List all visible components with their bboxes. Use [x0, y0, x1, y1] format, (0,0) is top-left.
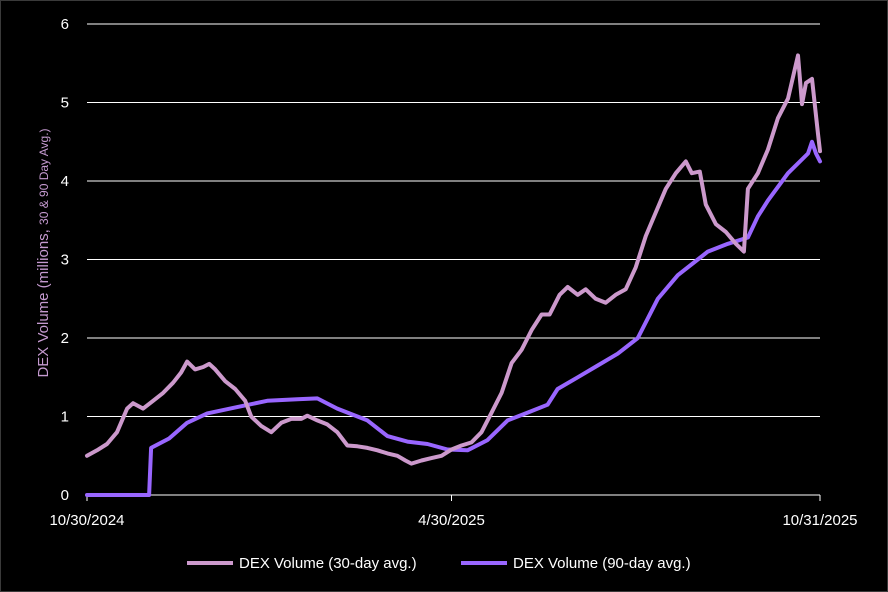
x-tick-label-1: 4/30/2025	[418, 512, 485, 529]
legend-label-30day: DEX Volume (30-day avg.)	[239, 555, 417, 572]
series-line-90day	[85, 139, 822, 497]
y-axis-label-main: DEX Volume (millions,	[35, 225, 52, 378]
y-axis-ticks: 0 1 2 3 4 5 6	[61, 16, 69, 504]
x-tick-label-2: 10/31/2025	[782, 512, 857, 529]
legend: DEX Volume (30-day avg.) DEX Volume (90-…	[187, 555, 691, 572]
grid-lines	[87, 23, 820, 417]
y-axis-label-detail: 30 & 90 Day Avg.)	[37, 128, 51, 225]
y-tick-label-1: 1	[61, 409, 69, 426]
series-lines	[85, 53, 822, 497]
y-tick-label-2: 2	[61, 330, 69, 347]
y-tick-label-6: 6	[61, 16, 69, 33]
y-tick-label-4: 4	[61, 173, 69, 190]
x-tick-label-0: 10/30/2024	[49, 512, 124, 529]
legend-label-90day: DEX Volume (90-day avg.)	[513, 555, 691, 572]
y-tick-label-3: 3	[61, 252, 69, 269]
series-line-30day	[85, 53, 822, 466]
x-axis-ticks: 10/30/2024 4/30/2025 10/31/2025	[49, 495, 858, 529]
y-axis-label: DEX Volume (millions, 30 & 90 Day Avg.)	[35, 128, 52, 377]
y-tick-label-5: 5	[61, 95, 69, 112]
y-tick-label-0: 0	[61, 487, 69, 504]
